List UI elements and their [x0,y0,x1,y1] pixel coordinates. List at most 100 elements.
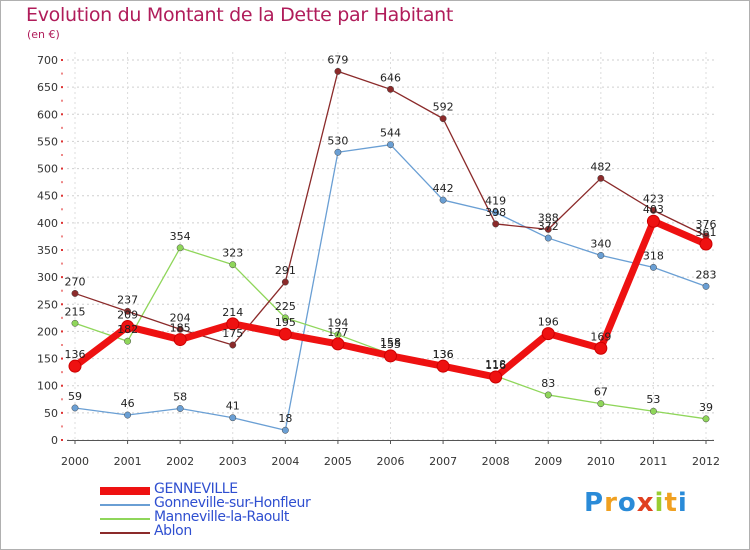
y-minor-tick [61,371,63,374]
x-tick-label: 2001 [114,455,142,468]
y-tick-mark [61,303,63,306]
logo-letter: t [664,488,678,518]
legend-swatch-gonneville [100,504,150,506]
data-label-genneville: 185 [170,322,191,335]
legend-label-manneville: Manneville-la-Raoult [154,509,289,525]
y-tick-mark [61,194,63,197]
y-tick-label: 250 [37,298,58,311]
data-point-manneville-la-raoult [702,415,710,423]
data-point-manneville-la-raoult [597,400,605,408]
data-label-gonneville-sur-honfleur: 283 [696,268,717,281]
logo-letter: P [584,488,605,518]
logo-letter: r [604,488,618,518]
data-point-genneville [436,359,450,373]
data-label-ablon: 679 [327,53,348,66]
y-tick-mark [61,167,63,170]
data-label-gonneville-sur-honfleur: 18 [278,412,292,425]
data-label-gonneville-sur-honfleur: 58 [173,391,187,404]
data-label-gonneville-sur-honfleur: 530 [327,134,348,147]
x-tick-label: 2009 [534,455,562,468]
data-label-ablon: 376 [696,218,717,231]
data-point-ablon [492,220,500,228]
logo-letter: i [677,488,688,518]
y-tick-mark [61,249,63,251]
y-tick-mark [61,140,63,143]
data-point-gonneville-sur-honfleur [71,404,79,412]
data-label-ablon: 291 [275,264,296,277]
data-label-genneville: 169 [590,330,611,343]
x-tick-label: 2007 [429,455,457,468]
data-point-manneville-la-raoult [176,244,184,252]
x-tick-label: 2002 [166,455,194,468]
data-point-gonneville-sur-honfleur [281,426,289,434]
data-label-manneville-la-raoult: 323 [222,247,243,260]
data-label-manneville-la-raoult: 225 [275,300,296,313]
y-tick-mark [61,113,63,116]
legend-label-genneville: GENNEVILLE [154,481,238,497]
data-point-gonneville-sur-honfleur [124,411,132,419]
data-label-ablon: 270 [65,275,86,288]
data-point-ablon [649,206,657,214]
x-tick-label: 2003 [219,455,247,468]
data-point-ablon [229,341,237,349]
x-tick-label: 2004 [271,455,299,468]
data-label-ablon: 237 [117,293,138,306]
y-minor-tick [61,235,63,238]
legend-label-ablon: Ablon [154,523,192,539]
data-label-genneville: 209 [117,309,138,322]
data-point-genneville [121,320,135,334]
y-tick-label: 300 [37,271,58,284]
data-point-manneville-la-raoult [71,319,79,327]
axis-layer: 0 50 100 150 200 250 300 350 400 450 500 550 600 650 7… [37,54,720,468]
data-point-ablon [176,325,184,333]
legend-swatch-ablon [100,532,150,534]
y-tick-mark [61,411,63,414]
data-point-gonneville-sur-honfleur [229,414,237,422]
data-point-genneville [594,341,608,355]
data-point-ablon [71,289,79,297]
data-point-genneville [331,337,345,351]
data-point-ablon [281,278,289,286]
y-tick-label: 500 [37,163,58,176]
grid-layer [67,52,714,441]
y-minor-tick [61,262,63,265]
data-label-manneville-la-raoult: 194 [327,317,348,330]
data-label-manneville-la-raoult: 215 [65,305,86,318]
data-label-ablon: 592 [433,101,454,114]
y-tick-label: 550 [37,135,58,148]
y-minor-tick [61,72,63,75]
data-point-manneville-la-raoult [281,314,289,322]
data-point-genneville [384,349,397,363]
data-label-genneville: 136 [433,348,454,361]
data-point-genneville [489,370,503,384]
y-tick-mark [61,59,63,61]
data-label-genneville: 155 [380,338,401,351]
data-label-gonneville-sur-honfleur: 372 [538,220,559,233]
data-label-genneville: 361 [696,226,717,239]
data-label-gonneville-sur-honfleur: 419 [485,195,506,208]
legend-swatch-genneville [100,487,150,495]
label-layer: 136 209 185 214 195 177 155 136 116 196 169 403 361 5… [65,53,717,425]
x-tick-label: 2011 [639,455,667,468]
data-label-ablon: 482 [590,160,611,173]
y-tick-mark [61,86,63,89]
y-tick-label: 450 [37,190,58,203]
data-point-ablon [544,225,552,233]
data-label-gonneville-sur-honfleur: 442 [433,182,454,195]
data-label-manneville-la-raoult: 53 [646,393,660,406]
logo-letter: i [654,488,665,518]
data-label-manneville-la-raoult: 39 [699,401,713,414]
data-point-genneville [541,327,555,341]
y-tick-label: 150 [37,353,58,366]
x-tick-label: 2005 [324,455,352,468]
data-label-ablon: 175 [222,327,243,340]
data-label-genneville: 195 [275,316,296,329]
data-point-genneville [699,237,713,251]
data-label-genneville: 403 [643,203,664,216]
y-tick-label: 350 [37,244,58,257]
data-label-gonneville-sur-honfleur: 340 [590,237,611,250]
data-label-gonneville-sur-honfleur: 59 [68,390,82,403]
data-label-gonneville-sur-honfleur: 46 [121,397,135,410]
y-minor-tick [61,99,63,102]
